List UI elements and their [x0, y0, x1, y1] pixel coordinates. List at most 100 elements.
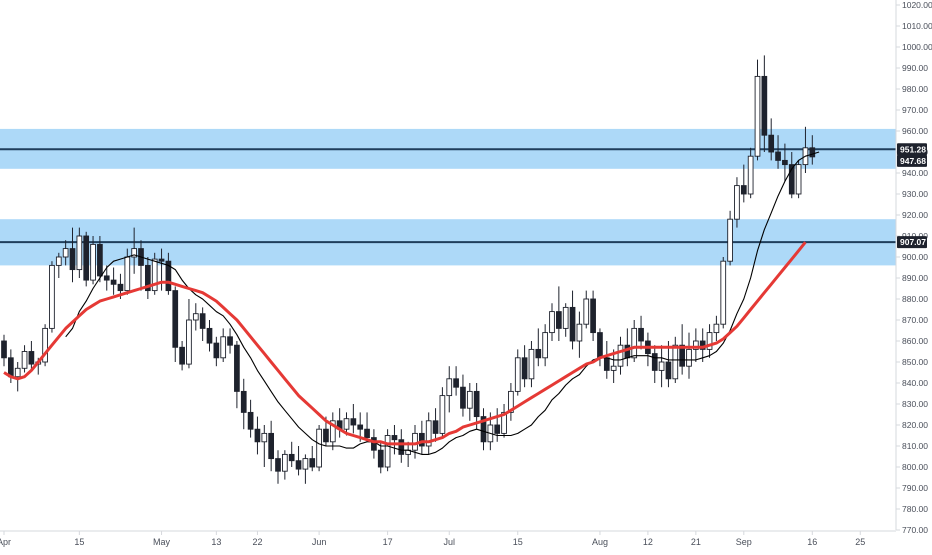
- candle-body[interactable]: [638, 327, 644, 342]
- candle-body[interactable]: [480, 416, 487, 443]
- candle-body[interactable]: [124, 256, 131, 292]
- candle-body[interactable]: [357, 424, 364, 430]
- candle-body[interactable]: [734, 185, 740, 220]
- candle-body[interactable]: [192, 313, 199, 321]
- candle-body[interactable]: [377, 449, 384, 468]
- candle-body[interactable]: [473, 390, 480, 418]
- candle-body[interactable]: [597, 332, 603, 359]
- candle-body[interactable]: [740, 185, 747, 195]
- candle-body[interactable]: [49, 264, 55, 329]
- candle-body[interactable]: [371, 437, 377, 451]
- candle-body[interactable]: [610, 365, 617, 371]
- candle-body[interactable]: [14, 367, 21, 378]
- candle-body[interactable]: [69, 248, 76, 271]
- candle-body[interactable]: [425, 420, 432, 447]
- candle-body[interactable]: [7, 357, 14, 378]
- candle-body[interactable]: [165, 260, 172, 292]
- candle-body[interactable]: [275, 458, 281, 472]
- candle-body[interactable]: [747, 155, 754, 195]
- candle-body[interactable]: [788, 164, 795, 195]
- candle-body[interactable]: [535, 348, 542, 359]
- candle-body[interactable]: [521, 357, 528, 380]
- candle-body[interactable]: [21, 351, 28, 369]
- candle-body[interactable]: [240, 390, 247, 413]
- candle-body[interactable]: [775, 151, 781, 161]
- candle-body[interactable]: [446, 378, 453, 397]
- candle-body[interactable]: [144, 264, 151, 292]
- candle-body[interactable]: [28, 351, 35, 365]
- candle-body[interactable]: [55, 256, 62, 266]
- candle-body[interactable]: [693, 340, 699, 350]
- candle-body[interactable]: [528, 348, 535, 380]
- candle-body[interactable]: [665, 361, 672, 380]
- candle-body[interactable]: [234, 344, 240, 392]
- candle-body[interactable]: [90, 243, 96, 281]
- candle-body[interactable]: [329, 420, 336, 443]
- candle-body[interactable]: [398, 439, 405, 455]
- candle-body[interactable]: [199, 313, 206, 329]
- candle-body[interactable]: [542, 332, 549, 359]
- candle-body[interactable]: [268, 432, 275, 460]
- candle-body[interactable]: [151, 258, 158, 292]
- candle-body[interactable]: [754, 75, 761, 157]
- candle-body[interactable]: [686, 348, 692, 367]
- candle-body[interactable]: [302, 458, 309, 470]
- candle-body[interactable]: [603, 357, 610, 371]
- candle-body[interactable]: [501, 411, 507, 434]
- candle-body[interactable]: [158, 258, 165, 262]
- candle-body[interactable]: [569, 306, 576, 342]
- candle-body[interactable]: [76, 235, 83, 271]
- candle-body[interactable]: [727, 218, 733, 262]
- candle-body[interactable]: [761, 75, 768, 136]
- candle-body[interactable]: [795, 164, 802, 195]
- candle-body[interactable]: [97, 243, 103, 277]
- candle-body[interactable]: [186, 319, 192, 365]
- candle-body[interactable]: [679, 344, 686, 367]
- candle-body[interactable]: [103, 275, 110, 281]
- candle-body[interactable]: [576, 323, 583, 342]
- candle-body[interactable]: [412, 432, 418, 451]
- candle-body[interactable]: [658, 361, 665, 371]
- candle-body[interactable]: [514, 357, 521, 392]
- candle-body[interactable]: [309, 458, 316, 468]
- candle-body[interactable]: [706, 332, 713, 350]
- candle-body[interactable]: [131, 248, 138, 258]
- candle-body[interactable]: [227, 336, 233, 346]
- candle-body[interactable]: [556, 311, 562, 329]
- candle-body[interactable]: [62, 248, 69, 258]
- candle-body[interactable]: [549, 311, 555, 334]
- candle-body[interactable]: [419, 432, 425, 447]
- candle-body[interactable]: [282, 453, 288, 472]
- candle-body[interactable]: [583, 298, 590, 325]
- candle-body[interactable]: [713, 323, 720, 334]
- candle-body[interactable]: [343, 418, 350, 430]
- candle-body[interactable]: [768, 134, 775, 153]
- candle-body[interactable]: [466, 390, 473, 409]
- candle-body[interactable]: [288, 453, 295, 462]
- candle-body[interactable]: [617, 344, 624, 367]
- candle-body[interactable]: [220, 336, 227, 359]
- candle-body[interactable]: [453, 378, 459, 388]
- candle-body[interactable]: [110, 279, 117, 285]
- candle-body[interactable]: [117, 283, 124, 292]
- candle-body[interactable]: [364, 428, 370, 439]
- candle-body[interactable]: [254, 428, 261, 443]
- candle-body[interactable]: [508, 390, 514, 413]
- candle-body[interactable]: [384, 435, 391, 468]
- candle-body[interactable]: [590, 298, 596, 334]
- candle-body[interactable]: [83, 235, 90, 281]
- candle-body[interactable]: [206, 327, 213, 344]
- candle-body[interactable]: [494, 424, 501, 434]
- candle-body[interactable]: [562, 306, 569, 329]
- candle-body[interactable]: [295, 460, 302, 470]
- candle-body[interactable]: [316, 428, 322, 468]
- candle-body[interactable]: [439, 395, 446, 434]
- candle-body[interactable]: [651, 353, 658, 371]
- candle-body[interactable]: [1, 340, 7, 359]
- candle-body[interactable]: [172, 290, 179, 348]
- candle-body[interactable]: [323, 428, 329, 443]
- candle-body[interactable]: [42, 327, 48, 363]
- candle-body[interactable]: [213, 342, 220, 359]
